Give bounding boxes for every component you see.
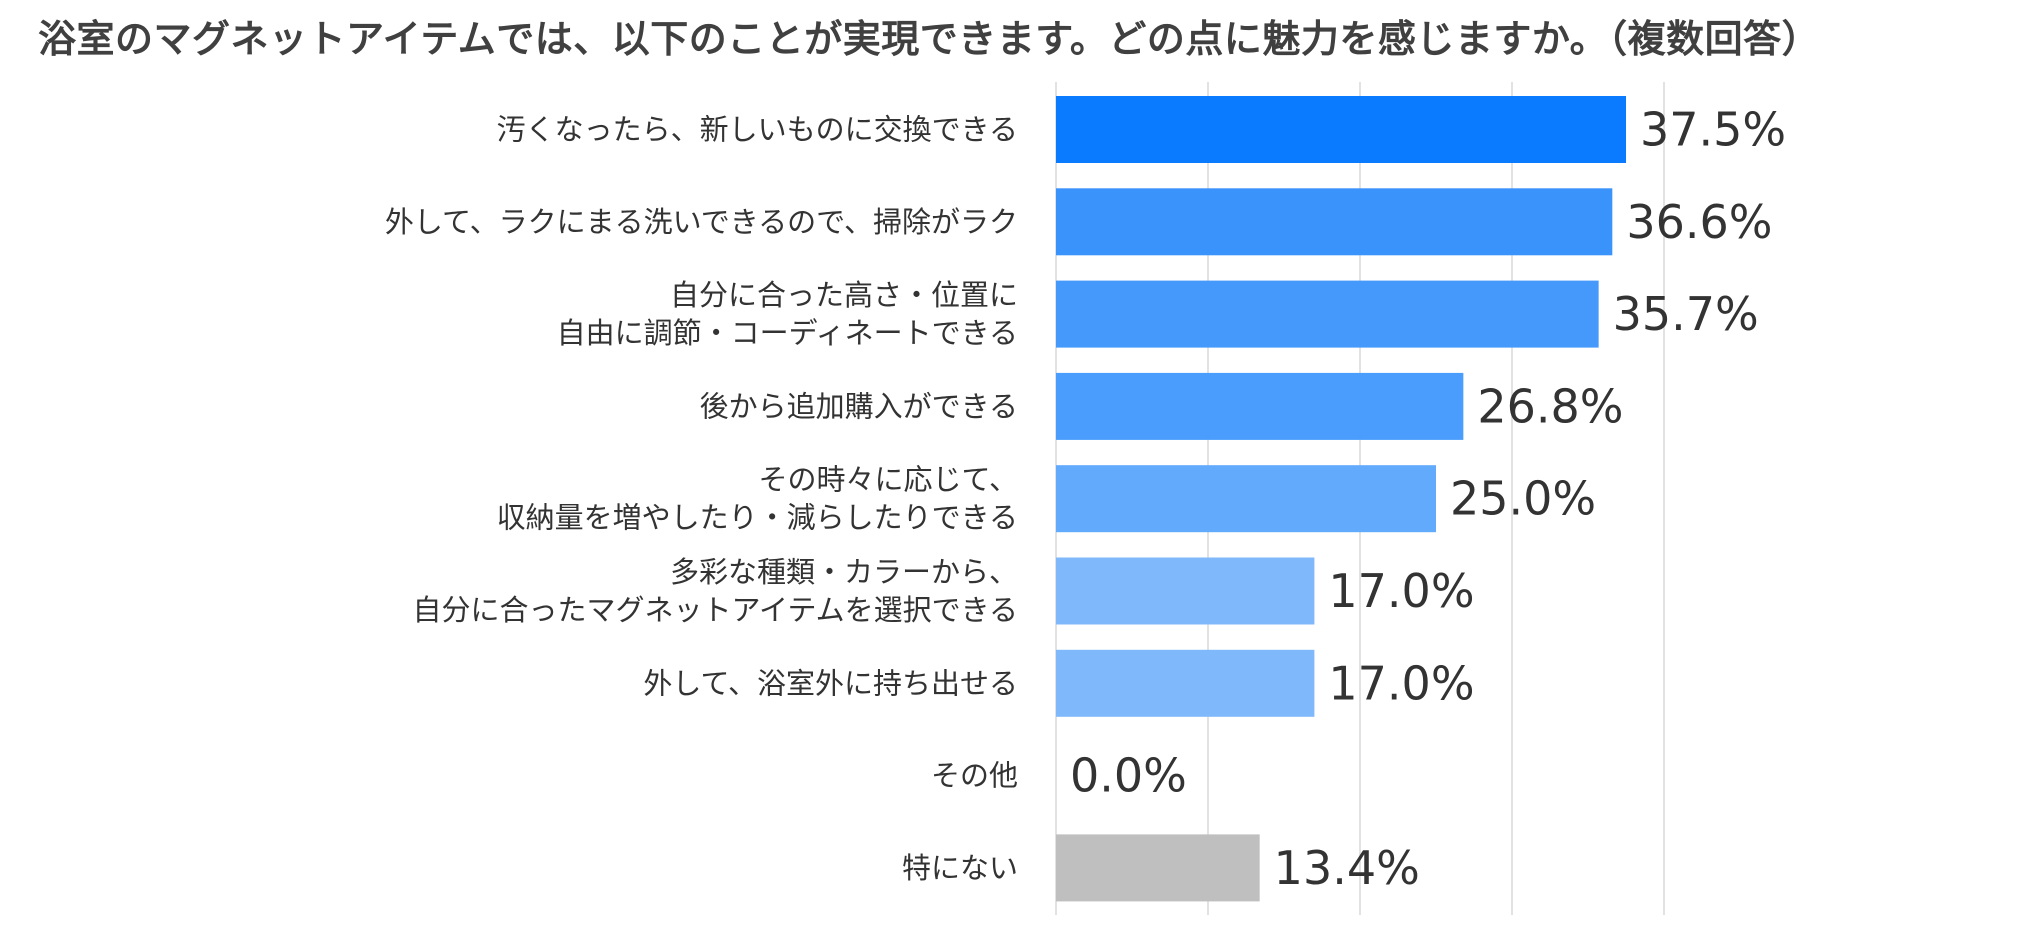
bar [1056, 649, 1315, 717]
value-label: 17.0% [1328, 656, 1474, 710]
category-label: 収納量を増やしたり・減らしたりできる [497, 501, 1018, 535]
category-label: 自分に合った高さ・位置に [670, 278, 1018, 312]
value-label: 17.0% [1328, 564, 1474, 618]
category-label: 特にない [902, 851, 1018, 885]
bar [1056, 557, 1315, 625]
bars [1056, 96, 1626, 902]
category-labels: 汚くなったら、新しいものに交換できる外して、ラクにまる洗いできるので、掃除がラク… [385, 113, 1018, 885]
value-label: 13.4% [1274, 841, 1420, 895]
category-label: 外して、浴室外に持ち出せる [643, 666, 1018, 700]
chart-title: 浴室のマグネットアイテムでは、以下のことが実現できます。どの点に魅力を感じますか… [38, 17, 1821, 61]
value-label: 26.8% [1477, 379, 1623, 433]
bar [1056, 280, 1599, 348]
value-labels: 37.5% 36.6% 35.7% 26.8% 25.0% 17.0% 17.0% 0.0% 1… [1070, 103, 1786, 895]
category-label: 外して、ラクにまる洗いできるので、掃除がラク [385, 205, 1018, 239]
value-label: 36.6% [1626, 195, 1772, 249]
category-label: 自由に調節・コーディネートできる [557, 316, 1018, 350]
category-label: 汚くなったら、新しいものに交換できる [497, 113, 1018, 147]
category-label: 多彩な種類・カラーから、 [670, 555, 1018, 589]
bar [1056, 188, 1613, 256]
bar [1056, 465, 1436, 533]
value-label: 0.0% [1070, 749, 1187, 803]
category-label: 後から追加購入ができる [700, 389, 1018, 423]
bar [1056, 96, 1626, 163]
category-label: その時々に応じて、 [758, 463, 1018, 497]
bar [1056, 834, 1260, 902]
value-label: 25.0% [1450, 472, 1596, 526]
value-label: 37.5% [1640, 103, 1786, 157]
bar [1056, 372, 1464, 440]
category-label: その他 [931, 759, 1018, 793]
category-label: 自分に合ったマグネットアイテムを選択できる [412, 593, 1018, 627]
value-label: 35.7% [1613, 287, 1759, 341]
